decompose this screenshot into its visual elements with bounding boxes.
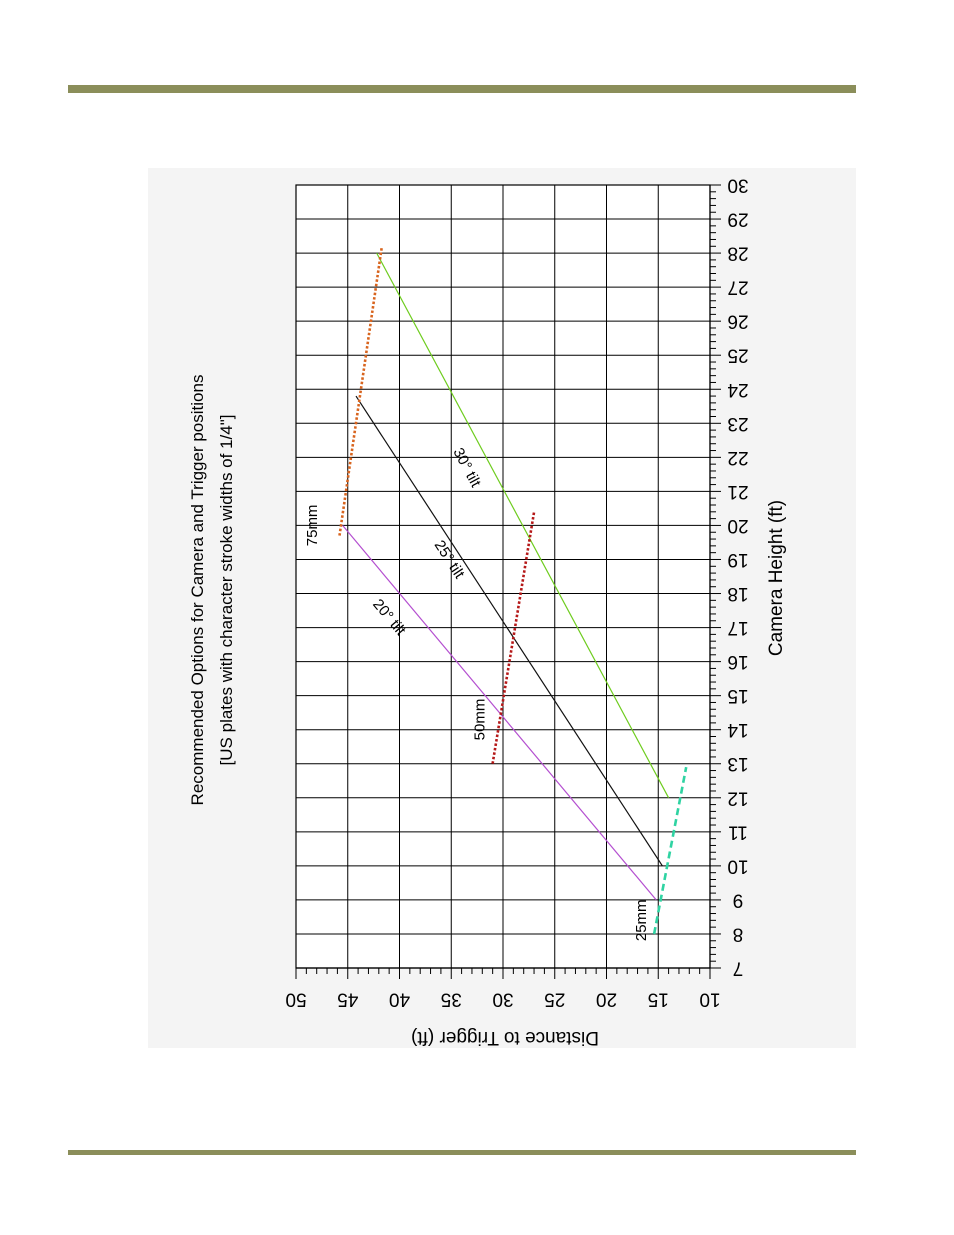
y-tick-label: 20 xyxy=(596,989,617,1010)
y-tick-label: 15 xyxy=(648,989,669,1010)
x-tick-label: 13 xyxy=(727,753,748,774)
x-tick-label: 23 xyxy=(727,413,748,434)
y-tick-label: 30 xyxy=(492,989,513,1010)
x-tick-label: 16 xyxy=(727,651,748,672)
x-tick-label: 17 xyxy=(727,617,748,638)
x-tick-label: 26 xyxy=(727,311,748,332)
series-line-20-tilt xyxy=(342,525,657,901)
series-line-50mm xyxy=(491,511,536,764)
y-tick-label: 35 xyxy=(441,989,462,1010)
annotation-label: 50mm xyxy=(472,699,489,741)
x-tick-label: 20 xyxy=(727,515,748,536)
y-tick-label: 10 xyxy=(699,989,720,1010)
chart: Recommended Options for Camera and Trigg… xyxy=(188,175,787,1049)
x-tick-label: 30 xyxy=(727,175,748,196)
y-axis-label: Distance to Trigger (ft) xyxy=(411,1027,599,1048)
x-axis-label: Camera Height (ft) xyxy=(766,500,787,656)
x-tick-label: 28 xyxy=(727,243,748,264)
top-rule xyxy=(68,85,856,93)
y-tick-label: 50 xyxy=(285,989,306,1010)
x-tick-label: 18 xyxy=(727,583,748,604)
chart-title: Recommended Options for Camera and Trigg… xyxy=(188,375,207,806)
series-line-30-tilt xyxy=(376,252,670,799)
x-tick-label: 27 xyxy=(727,277,748,298)
x-tick-label: 7 xyxy=(733,958,744,979)
x-tick-label: 22 xyxy=(727,447,748,468)
series-line-25-tilt xyxy=(355,395,663,867)
x-tick-label: 19 xyxy=(727,549,748,570)
x-tick-label: 24 xyxy=(727,379,749,400)
x-tick-label: 11 xyxy=(728,821,748,842)
x-tick-label: 9 xyxy=(733,889,744,910)
chart-panel: Recommended Options for Camera and Trigg… xyxy=(148,168,856,1048)
x-tick-label: 8 xyxy=(733,923,744,944)
annotation-label: 75mm xyxy=(304,505,321,547)
bottom-rule xyxy=(68,1150,856,1155)
x-tick-label: 12 xyxy=(727,787,748,808)
series-line-75mm xyxy=(338,246,384,536)
x-tick-label: 10 xyxy=(727,855,748,876)
y-tick-label: 25 xyxy=(544,989,565,1010)
x-tick-label: 15 xyxy=(727,685,748,706)
x-tick-label: 25 xyxy=(727,345,748,366)
chart-subtitle: [US plates with character stroke widths … xyxy=(217,415,236,766)
annotation-label: 25mm xyxy=(633,899,650,941)
y-tick-label: 45 xyxy=(337,989,358,1010)
x-tick-label: 29 xyxy=(727,209,748,230)
series-line-25mm xyxy=(652,766,688,935)
x-tick-label: 21 xyxy=(727,481,748,502)
y-tick-label: 40 xyxy=(389,989,410,1010)
x-tick-label: 14 xyxy=(727,719,749,740)
